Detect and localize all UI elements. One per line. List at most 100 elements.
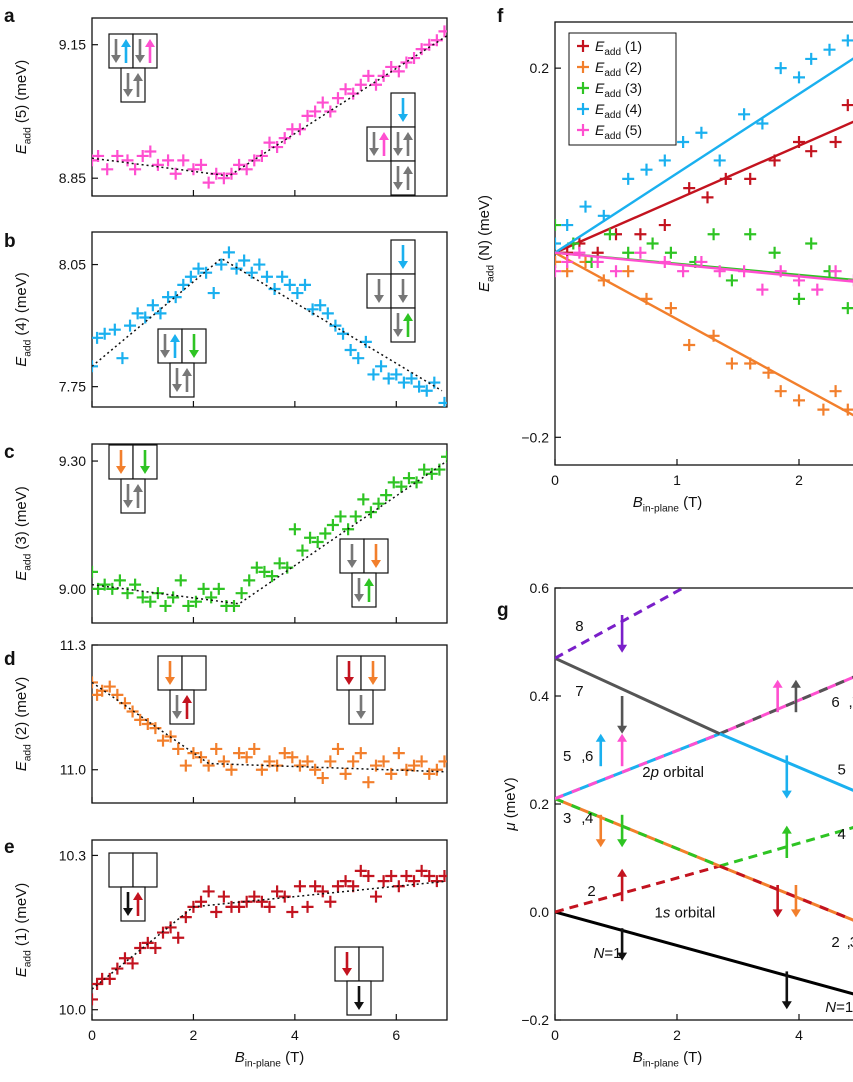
data-point <box>326 518 339 531</box>
y-tick-label: 9.15 <box>59 37 86 53</box>
fit-line <box>555 57 853 254</box>
data-point <box>245 266 258 279</box>
data-point <box>263 900 276 913</box>
spin-down-icon-head <box>172 384 182 392</box>
y-tick-label: 0.2 <box>530 796 550 812</box>
data-point <box>111 962 124 975</box>
data-point <box>276 270 289 283</box>
data-point <box>268 282 281 295</box>
data-point <box>408 759 421 772</box>
data-point <box>423 767 436 780</box>
spin-up-icon-head <box>617 868 628 877</box>
data-point <box>301 900 314 913</box>
spin-up-icon-head <box>133 73 143 81</box>
data-point <box>646 237 659 250</box>
data-point <box>217 172 230 185</box>
level-label: 7 <box>575 683 583 700</box>
data-point <box>415 755 428 768</box>
data-point <box>664 246 677 259</box>
level-line <box>555 864 721 914</box>
level-label: 6 <box>585 748 593 765</box>
data-point <box>387 476 400 489</box>
y-tick-label: −0.2 <box>521 429 549 445</box>
data-point <box>418 463 431 476</box>
level-line <box>555 588 684 660</box>
data-point <box>725 357 738 370</box>
data-point <box>349 510 362 523</box>
data-point <box>420 384 433 397</box>
data-point <box>415 43 428 56</box>
level-label: 2p orbital <box>642 764 704 781</box>
spin-down-icon-head <box>189 350 199 358</box>
panel-b: b 7.75 8.05 Eadd (4) (meV) <box>4 231 448 408</box>
data-point <box>304 531 317 544</box>
fit-line <box>555 120 853 254</box>
spin-up-icon-head <box>617 644 628 653</box>
data-point <box>266 570 279 583</box>
data-point <box>610 265 622 278</box>
data-point <box>423 870 436 882</box>
spin-up-icon-head <box>790 679 801 688</box>
data-point <box>400 56 413 69</box>
spin-down-icon-head <box>398 261 408 269</box>
panel-letter: f <box>497 6 504 27</box>
data-point <box>316 772 329 785</box>
x-tick-label: 0 <box>551 472 559 488</box>
spin-down-icon-head <box>123 89 133 97</box>
data-point <box>380 489 393 502</box>
data-point <box>258 565 271 578</box>
data-point <box>230 262 243 275</box>
level-label: N=1 <box>825 999 853 1016</box>
plot-area <box>92 450 447 612</box>
data-point <box>841 99 853 112</box>
data-point <box>774 62 787 75</box>
data-point <box>430 763 443 776</box>
fit-line <box>555 251 853 417</box>
data-point <box>149 722 162 735</box>
state-diagram <box>108 33 158 103</box>
data-point <box>410 476 423 489</box>
level-label: , <box>581 810 585 827</box>
spin-down-icon-head <box>160 350 170 358</box>
data-point <box>603 228 616 241</box>
data-point <box>113 574 126 587</box>
orbital-box <box>351 572 377 608</box>
data-point <box>768 246 781 259</box>
level-line <box>555 656 721 736</box>
spin-down-icon-head <box>347 560 357 568</box>
data-point <box>111 688 124 701</box>
spin-down-icon-head <box>393 182 403 190</box>
spin-down-icon-head <box>617 725 628 734</box>
data-point <box>408 875 421 888</box>
data-point <box>154 307 167 320</box>
data-point <box>658 154 671 167</box>
y-tick-label: 8.85 <box>59 170 86 186</box>
spin-down-icon-head <box>772 909 783 918</box>
state-diagram <box>339 538 389 608</box>
x-axis-label: Bin-plane (T) <box>633 1049 703 1070</box>
level-label: 3 <box>563 810 571 827</box>
data-point <box>377 69 390 82</box>
data-point <box>309 763 322 776</box>
data-point <box>430 34 443 47</box>
data-point <box>725 274 738 287</box>
level-label: , <box>848 694 852 711</box>
data-point <box>392 65 405 78</box>
panel-letter: a <box>4 6 15 27</box>
y-tick-label: 0.0 <box>530 904 550 920</box>
data-point <box>805 237 818 250</box>
data-point <box>793 292 805 305</box>
y-axis-label: Eadd (2) (meV) <box>13 677 34 772</box>
x-axis-label: Bin-plane (T) <box>633 494 703 515</box>
data-point <box>299 278 311 291</box>
spin-down-icon-head <box>356 711 366 719</box>
state-diagram <box>108 444 158 514</box>
data-point <box>92 360 98 373</box>
data-point <box>293 759 306 772</box>
data-point <box>756 283 769 296</box>
data-point <box>390 368 403 381</box>
spin-up-icon-head <box>781 825 792 834</box>
data-point <box>134 713 147 726</box>
data-point <box>108 323 121 336</box>
data-point <box>811 283 824 296</box>
